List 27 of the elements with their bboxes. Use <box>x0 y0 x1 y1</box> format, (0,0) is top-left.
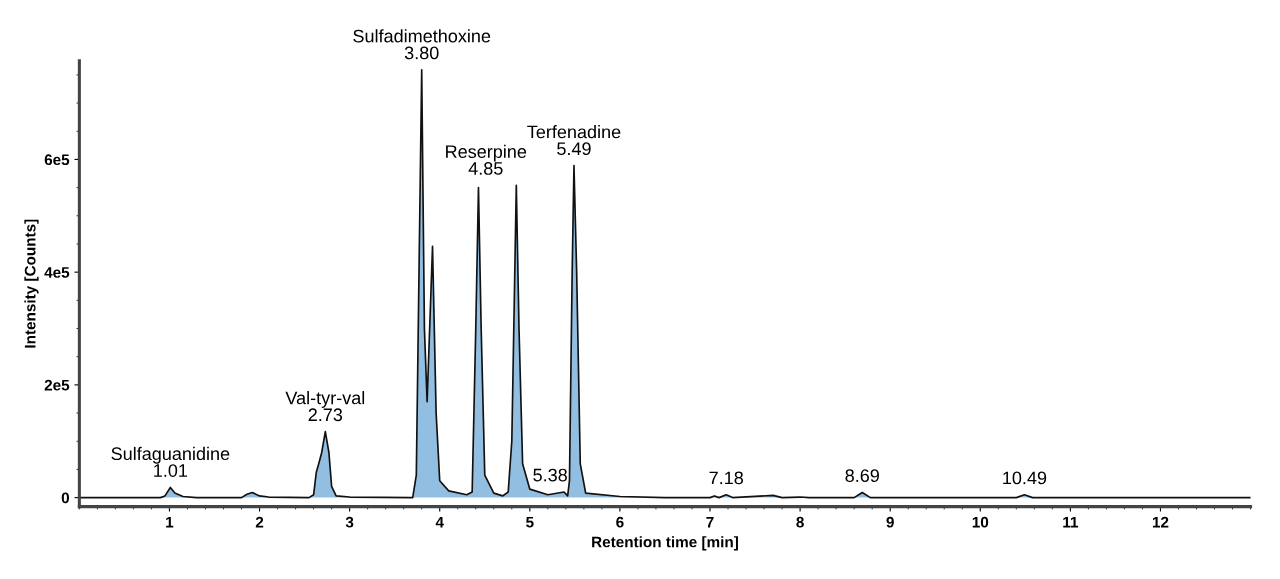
x-tick-label: 3 <box>345 516 354 528</box>
x-tick-label: 9 <box>886 516 894 528</box>
y-tick-label: 0 <box>61 492 70 504</box>
x-tick-label: 5 <box>526 516 534 528</box>
annotation: 7.18 <box>709 471 744 485</box>
x-axis-title: Retention time [min] <box>592 536 738 551</box>
x-tick-label: 7 <box>706 516 714 528</box>
x-tick-label: 2 <box>255 516 264 528</box>
annotation: Sulfaguanidine 1.01 <box>111 446 230 477</box>
x-tick-label: 6 <box>616 516 624 528</box>
y-tick-label: 4e5 <box>44 267 70 278</box>
x-tick-label: 4 <box>435 516 444 528</box>
y-axis-title: Intensity [Counts] <box>24 219 39 348</box>
x-tick-label: 1 <box>166 516 174 528</box>
x-tick-label: 10 <box>972 516 989 528</box>
x-tick-label: 8 <box>796 516 804 528</box>
annotation: Val-tyr-val 2.73 <box>285 391 365 422</box>
annotation: 8.69 <box>845 469 879 483</box>
annotation: Terfenadine 5.49 <box>527 125 621 156</box>
x-tick-label: 12 <box>1152 516 1169 528</box>
annotation: 5.38 <box>533 468 567 482</box>
annotation: Reserpine 4.85 <box>446 144 527 175</box>
annotation: Sulfadimethoxine 3.80 <box>353 29 491 60</box>
y-tick-label: 2e5 <box>44 379 70 391</box>
x-tick-label: 11 <box>1063 516 1079 528</box>
y-tick-label: 6e5 <box>44 154 70 166</box>
annotation: 10.49 <box>1003 471 1047 485</box>
